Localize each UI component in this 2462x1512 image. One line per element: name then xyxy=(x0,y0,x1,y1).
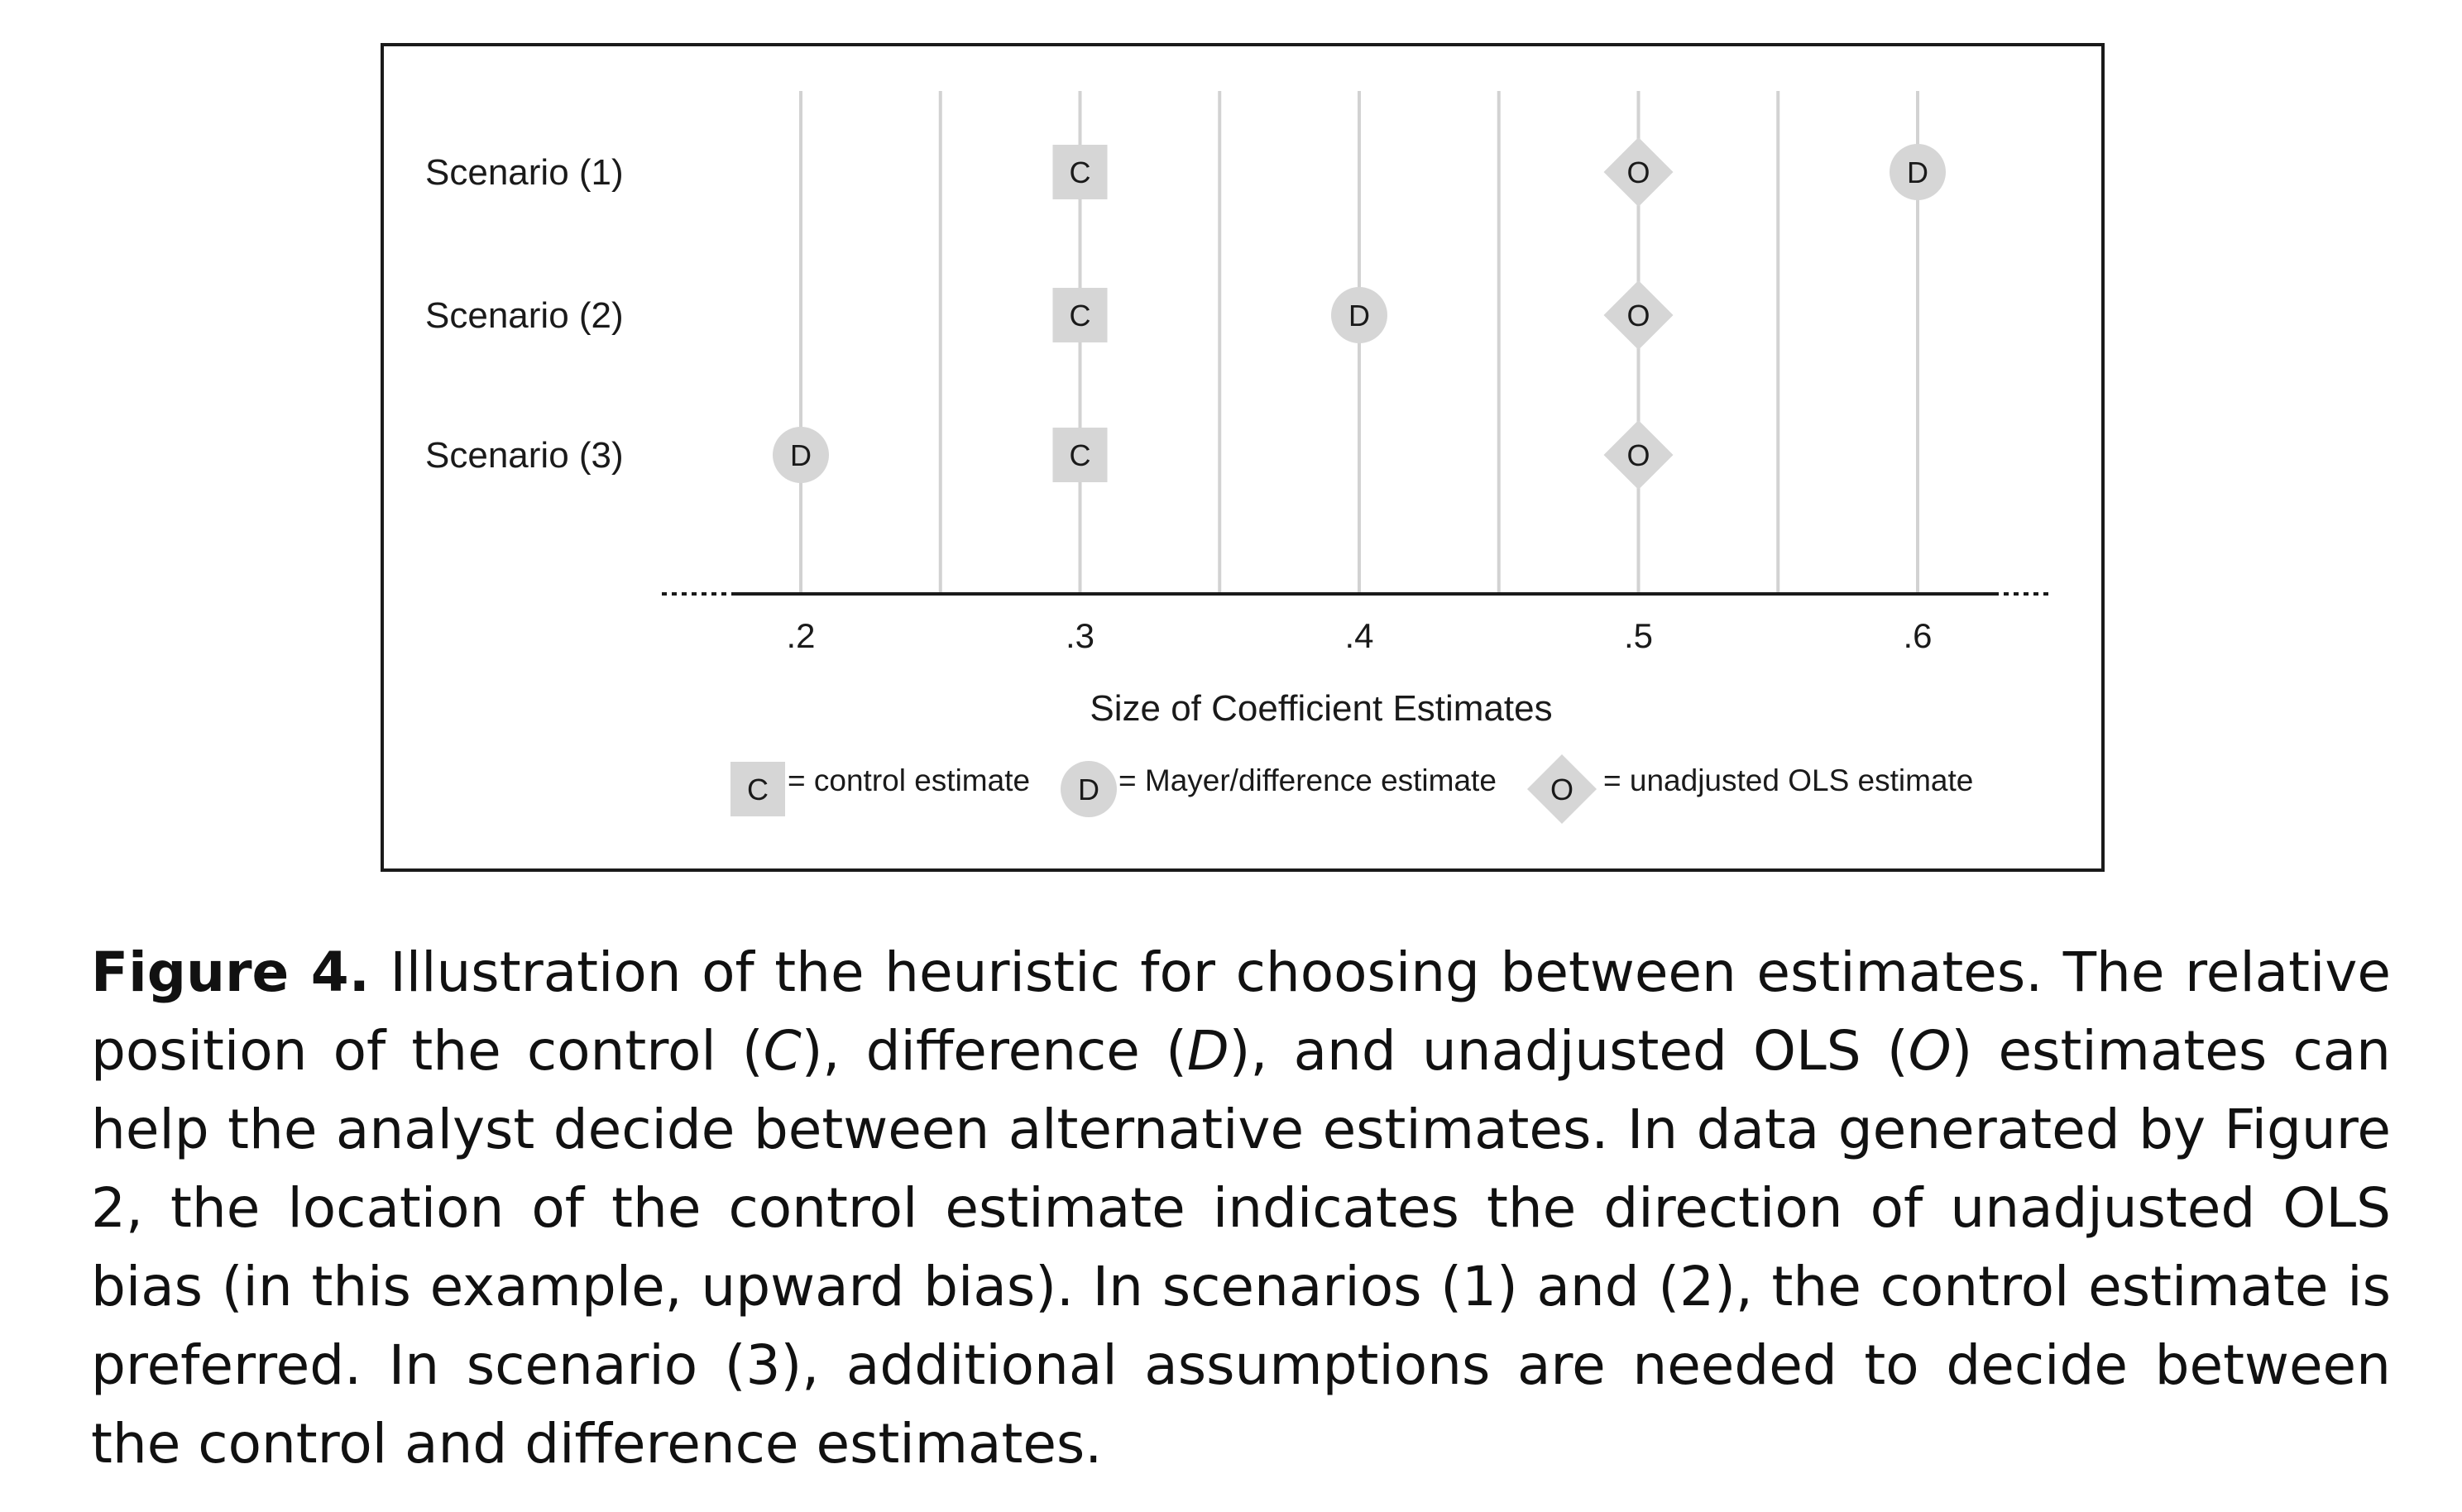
marker-o-scenario-1-letter: O xyxy=(1626,156,1650,189)
caption-text-1: Illustration of the heuristic for choosi… xyxy=(91,940,2391,1083)
legend-marker-d-letter: D xyxy=(1078,773,1099,806)
x-axis-title: Size of Coefficient Estimates xyxy=(1090,688,1552,729)
legend-marker-c: C xyxy=(730,762,785,816)
caption-text-3: ), and unadjusted OLS ( xyxy=(1229,1019,1909,1083)
tick-label-4: .6 xyxy=(1903,616,1932,655)
marker-c-scenario-2-letter: C xyxy=(1070,299,1091,333)
marker-c-scenario-3-letter: C xyxy=(1070,438,1091,472)
marker-c-scenario-3-shape xyxy=(1052,428,1108,482)
legend-marker-c-shape xyxy=(730,762,785,816)
marker-c-scenario-2-shape xyxy=(1052,288,1108,342)
legend-text-d: = Mayer/difference estimate xyxy=(1118,763,1497,797)
row-label-2: Scenario (2) xyxy=(425,295,624,336)
tick-label-0: .2 xyxy=(786,616,815,655)
legend-marker-c-letter: C xyxy=(747,773,769,806)
row-label-1: Scenario (1) xyxy=(425,152,624,193)
caption-o: O xyxy=(1908,1019,1952,1083)
caption-text-4: ) estimates can help the analyst decide … xyxy=(91,1019,2392,1476)
figure-caption: Figure 4. Illustration of the heuristic … xyxy=(91,933,2391,1483)
marker-o-scenario-2-shape xyxy=(1603,280,1674,350)
marker-c-scenario-2: C xyxy=(1052,288,1108,342)
marker-o-scenario-3-letter: O xyxy=(1626,438,1650,472)
marker-d-scenario-3-shape xyxy=(773,427,829,483)
tick-label-3: .5 xyxy=(1624,616,1653,655)
marker-d-scenario-3-letter: D xyxy=(790,438,812,472)
marker-c-scenario-1-letter: C xyxy=(1070,156,1091,189)
marker-d-scenario-1: D xyxy=(1890,144,1946,200)
marker-d-scenario-2-letter: D xyxy=(1348,299,1370,333)
marker-d-scenario-1-shape xyxy=(1890,144,1946,200)
marker-o-scenario-3: O xyxy=(1603,420,1674,490)
legend-marker-d: D xyxy=(1061,761,1117,817)
legend-marker-d-shape xyxy=(1061,761,1117,817)
marker-o-scenario-1: O xyxy=(1603,137,1674,207)
marker-c-scenario-1: C xyxy=(1052,145,1108,199)
marker-d-scenario-2-shape xyxy=(1331,287,1387,343)
marker-d-scenario-3: D xyxy=(773,427,829,483)
data-markers: C C C D D D O O O xyxy=(773,137,1946,490)
legend-text-c: = control estimate xyxy=(788,763,1030,797)
marker-c-scenario-3: C xyxy=(1052,428,1108,482)
marker-d-scenario-2: D xyxy=(1331,287,1387,343)
legend-marker-o-shape xyxy=(1527,754,1597,824)
legend-text-o: = unadjusted OLS estimate xyxy=(1603,763,1973,797)
gridlines xyxy=(799,91,1919,594)
x-axis: .2 .3 .4 .5 .6 Size of Coefficient Estimates xyxy=(662,592,2053,729)
row-label-3: Scenario (3) xyxy=(425,435,624,476)
tick-label-2: .4 xyxy=(1344,616,1373,655)
marker-o-scenario-2-letter: O xyxy=(1626,299,1650,333)
legend: C = control estimate D = Mayer/difference e… xyxy=(730,754,1973,824)
marker-o-scenario-2: O xyxy=(1603,280,1674,350)
caption-c: C xyxy=(763,1019,802,1083)
figure-label: Figure 4. xyxy=(91,940,370,1004)
row-labels: Scenario (1) Scenario (2) Scenario (3) xyxy=(425,152,624,476)
marker-d-scenario-1-letter: D xyxy=(1907,156,1928,189)
marker-o-scenario-1-shape xyxy=(1603,137,1674,207)
chart-frame xyxy=(381,43,2105,872)
caption-d: D xyxy=(1186,1019,1229,1083)
marker-c-scenario-1-shape xyxy=(1052,145,1108,199)
tick-label-1: .3 xyxy=(1066,616,1094,655)
legend-marker-o-letter: O xyxy=(1550,773,1573,806)
marker-o-scenario-3-shape xyxy=(1603,420,1674,490)
legend-marker-o: O xyxy=(1527,754,1597,824)
caption-text-2: ), difference ( xyxy=(801,1019,1187,1083)
